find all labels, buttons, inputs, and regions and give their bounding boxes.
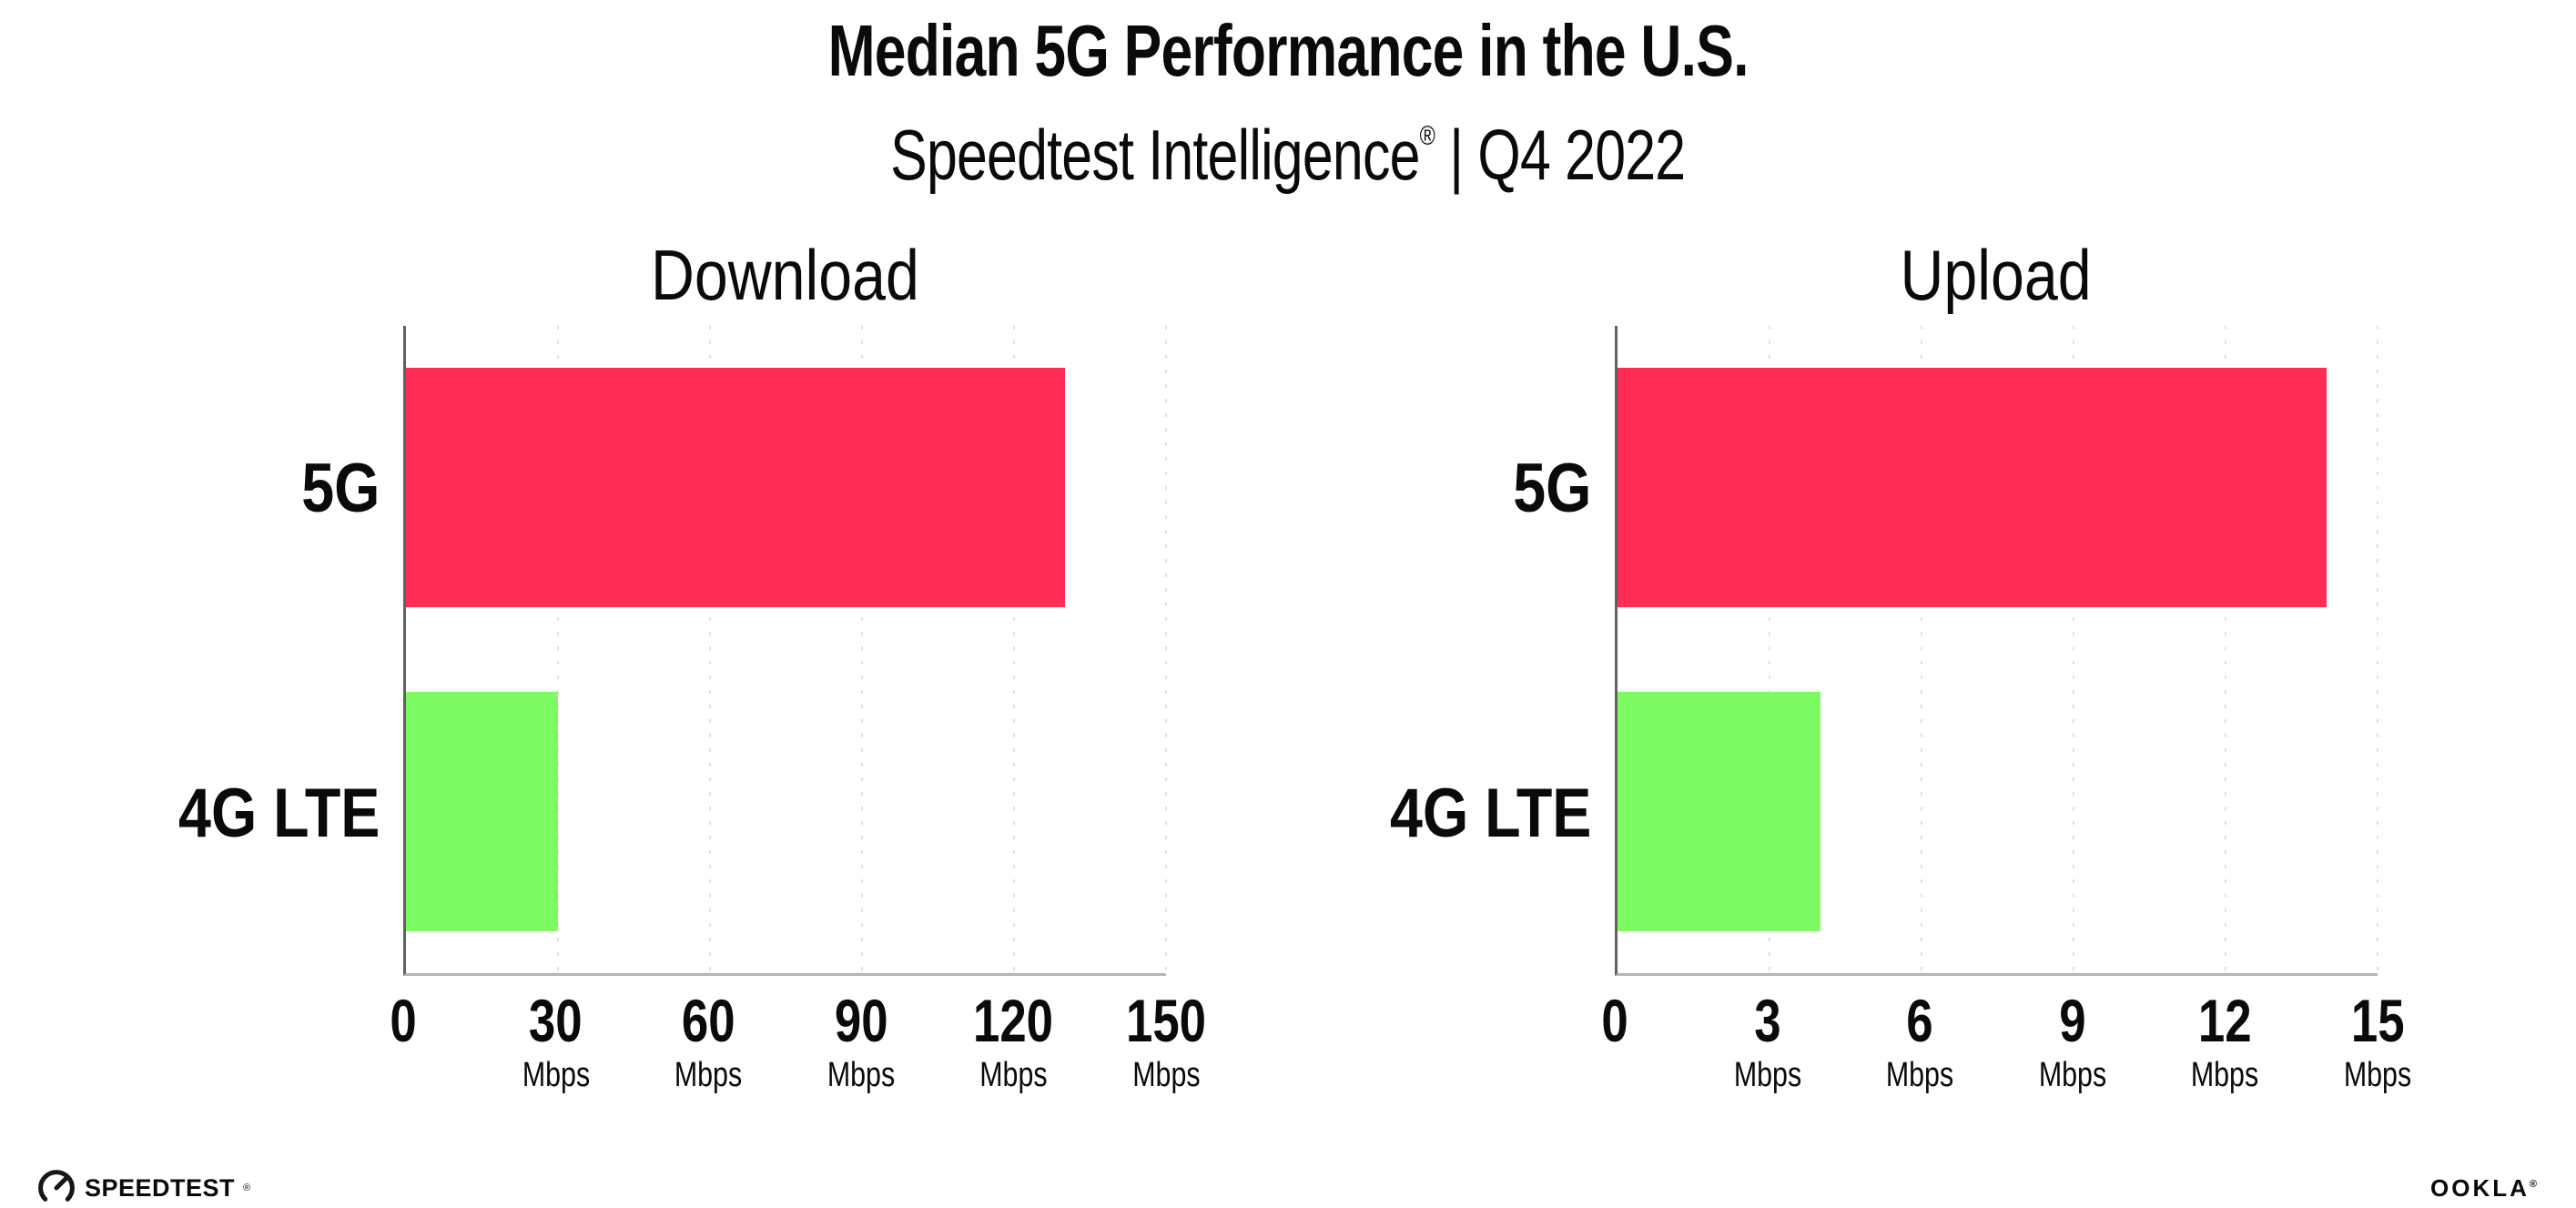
x-tick-value: 120 <box>973 987 1054 1054</box>
gridline-120 <box>1013 326 1015 973</box>
page-title: Median 5G Performance in the U.S. <box>827 10 1749 91</box>
x-tick-3: 3 Mbps <box>1725 989 1810 1096</box>
x-tick-value: 30 <box>529 987 583 1054</box>
x-tick-unit: Mbps <box>1886 1056 1954 1094</box>
x-tick-15: 15 Mbps <box>2336 989 2420 1096</box>
gridline-9 <box>2073 326 2074 973</box>
x-tick-unit: Mbps <box>1733 1056 1801 1094</box>
x-tick-12: 12 Mbps <box>2183 989 2267 1096</box>
speedtest-wordmark: SPEEDTEST <box>85 1173 236 1202</box>
gridline-15 <box>2377 326 2378 973</box>
category-label-5g: 5G <box>300 450 380 527</box>
upload-y-axis-labels: 5G 4G LTE <box>1390 326 1615 976</box>
download-x-axis: 0 30 Mbps 60 Mbps 90 Mbps 120 Mbps 150 Mbps <box>390 989 1206 1144</box>
speedtest-gauge-icon <box>38 1170 75 1206</box>
x-tick-120: 120 Mbps <box>963 989 1063 1096</box>
ookla-registered-mark: ® <box>2529 1178 2540 1190</box>
category-label-4g-lte: 4G LTE <box>1389 775 1591 852</box>
x-tick-value: 9 <box>2059 987 2086 1054</box>
x-tick-value: 3 <box>1753 987 1781 1054</box>
gridline-60 <box>709 326 711 973</box>
page-subtitle: Speedtest Intelligence® | Q4 2022 <box>0 95 2576 197</box>
download-chart-title: Download <box>650 235 919 315</box>
x-tick-value: 12 <box>2198 987 2252 1054</box>
bar-5g <box>406 368 1065 608</box>
x-tick-value: 6 <box>1906 987 1933 1054</box>
x-tick-value: 60 <box>681 987 735 1054</box>
upload-x-axis: 0 3 Mbps 6 Mbps 9 Mbps 12 Mbps 15 Mbps <box>1601 989 2411 1144</box>
x-tick-unit: Mbps <box>674 1056 743 1094</box>
speedtest-logo: SPEEDTEST ® <box>36 1168 250 1208</box>
chart-header: Median 5G Performance in the U.S. Speedt… <box>0 0 2576 197</box>
x-tick-0: 0 <box>387 989 421 1052</box>
x-tick-6: 6 Mbps <box>1878 989 1962 1096</box>
gridline-12 <box>2225 326 2226 973</box>
bar-4g-lte <box>1618 691 1820 931</box>
x-tick-unit: Mbps <box>2343 1056 2412 1094</box>
x-tick-150: 150 Mbps <box>1116 989 1216 1096</box>
charts-row: Download 5G 4G LTE 0 30 Mbps 60 Mbps 90 Mbps 120… <box>0 231 2576 1144</box>
x-tick-value: 15 <box>2350 987 2405 1054</box>
upload-chart-title: Upload <box>1900 235 2093 315</box>
x-tick-unit: Mbps <box>1131 1056 1201 1094</box>
x-tick-value: 0 <box>390 987 417 1054</box>
x-tick-unit: Mbps <box>2191 1056 2259 1094</box>
category-row-4g-lte: 4G LTE <box>1390 651 1615 976</box>
page-footer: SPEEDTEST ® OOKLA® <box>0 1168 2576 1208</box>
subtitle-brand: Speedtest Intelligence <box>890 115 1420 195</box>
bar-band-5g <box>406 326 1166 650</box>
category-row-5g: 5G <box>1394 326 1615 651</box>
bar-5g <box>1618 368 2328 608</box>
category-label-5g: 5G <box>1512 450 1591 527</box>
x-tick-9: 9 Mbps <box>2030 989 2115 1096</box>
x-tick-value: 90 <box>834 987 888 1054</box>
x-tick-unit: Mbps <box>979 1056 1048 1094</box>
x-tick-value: 0 <box>1601 987 1628 1054</box>
x-tick-unit: Mbps <box>827 1056 895 1094</box>
registered-mark: ® <box>1419 121 1435 151</box>
x-tick-unit: Mbps <box>2038 1056 2106 1094</box>
x-tick-0: 0 <box>1598 989 1632 1052</box>
bar-band-5g <box>1618 326 2378 650</box>
gridline-3 <box>1769 326 1770 973</box>
gridline-6 <box>1921 326 1922 973</box>
x-tick-value: 150 <box>1125 987 1207 1054</box>
bar-band-4g-lte <box>1618 650 2378 974</box>
bar-band-4g-lte <box>406 650 1166 974</box>
gridline-30 <box>557 326 559 973</box>
bar-4g-lte <box>406 691 558 931</box>
category-row-5g: 5G <box>182 326 403 651</box>
upload-chart: Upload 5G 4G LTE 0 3 Mbps 6 Mbps 9 Mbps 12 Mbps 15… <box>1390 231 2412 1144</box>
x-tick-90: 90 Mbps <box>818 989 903 1096</box>
upload-plot-area <box>1615 326 2378 976</box>
subtitle-period: | Q4 2022 <box>1435 115 1686 195</box>
download-chart: Download 5G 4G LTE 0 30 Mbps 60 Mbps 90 Mbps 120… <box>178 231 1206 1144</box>
x-tick-30: 30 Mbps <box>513 989 598 1096</box>
ookla-logo: OOKLA® <box>2430 1174 2540 1203</box>
category-row-4g-lte: 4G LTE <box>178 651 403 976</box>
x-tick-unit: Mbps <box>522 1056 590 1094</box>
category-label-4g-lte: 4G LTE <box>177 775 380 852</box>
download-plot-area <box>403 326 1167 976</box>
x-tick-60: 60 Mbps <box>666 989 751 1096</box>
gridline-90 <box>861 326 863 973</box>
gridline-150 <box>1165 326 1167 973</box>
ookla-wordmark: OOKLA <box>2430 1173 2530 1202</box>
speedtest-registered-mark: ® <box>243 1183 251 1193</box>
download-y-axis-labels: 5G 4G LTE <box>178 326 403 976</box>
